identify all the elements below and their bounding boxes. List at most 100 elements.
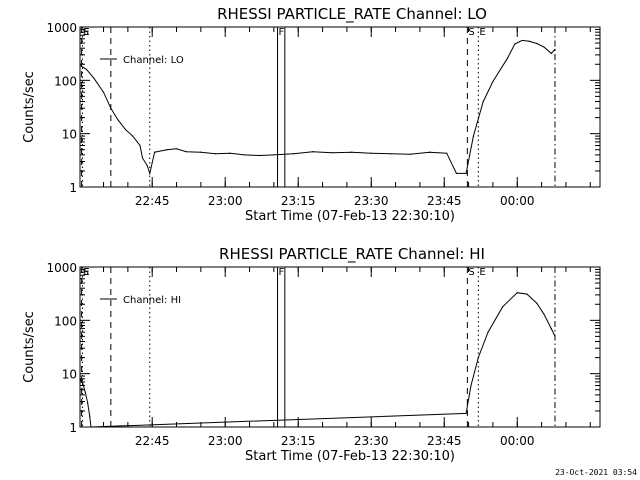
data-point [85, 68, 88, 71]
chart-panel-1: RHESSI PARTICLE_RATE Channel: LO 1 10 100 10… [22, 5, 601, 224]
data-point [514, 43, 516, 45]
data-point [543, 313, 545, 315]
data-point [93, 77, 95, 79]
y-tick-label: 100 [54, 74, 77, 88]
data-point [465, 172, 467, 174]
data-point [429, 151, 431, 153]
data-point [554, 48, 556, 51]
x-tick-label: 23:15 [281, 194, 316, 208]
y-tick-label: 10 [62, 368, 77, 382]
data-point [554, 335, 556, 337]
data-point [273, 154, 275, 156]
series-line [79, 39, 556, 176]
chart-title: RHESSI PARTICLE_RATE Channel: LO [217, 5, 487, 24]
data-point [465, 412, 467, 414]
y-tick-label: 100 [54, 314, 77, 328]
data-point [536, 302, 538, 304]
data-point [141, 157, 144, 159]
data-point [79, 64, 81, 67]
data-point [502, 306, 504, 308]
data-point [244, 154, 246, 156]
data-point [132, 135, 134, 137]
x-tick-label: 23:00 [208, 434, 243, 448]
event-marker-label: E [83, 267, 89, 278]
x-tick-label: 00:00 [500, 434, 535, 448]
data-point [79, 378, 81, 380]
data-point [526, 293, 528, 295]
data-point [550, 52, 552, 54]
data-point [84, 391, 86, 393]
data-point [482, 100, 484, 103]
plot-frame [79, 26, 601, 188]
event-marker-label: F [279, 27, 285, 38]
y-tick-label: 1 [69, 181, 77, 195]
x-tick-label: 22:45 [135, 194, 170, 208]
data-point [446, 152, 448, 154]
y-axis-label: Counts/sec [22, 311, 37, 383]
y-tick-label: 1000 [46, 261, 77, 275]
y-axis-label: Counts/sec [22, 71, 37, 143]
x-tick-label: 23:30 [354, 194, 389, 208]
x-axis-label: Start Time (07-Feb-13 22:30:10) [245, 449, 455, 464]
chart-title: RHESSI PARTICLE_RATE Channel: HI [219, 245, 485, 264]
data-point [492, 80, 494, 83]
data-point [331, 152, 333, 154]
legend-label: Channel: HI [123, 295, 181, 306]
data-point [175, 148, 178, 150]
x-tick-label: 23:15 [281, 434, 316, 448]
data-point [312, 151, 314, 153]
plot-frame [79, 266, 601, 428]
data-point [117, 119, 119, 121]
data-point [409, 153, 411, 155]
data-point [258, 154, 260, 157]
data-point [550, 327, 552, 330]
event-marker-label: S [468, 27, 474, 38]
data-point [110, 107, 112, 109]
data-point [82, 383, 84, 385]
data-point [200, 151, 202, 153]
event-marker-label: S [468, 267, 474, 278]
data-point [455, 172, 458, 174]
data-point [487, 331, 489, 333]
data-point [214, 153, 217, 155]
y-tick-label: 1 [69, 421, 77, 435]
event-marker-label: S [83, 267, 89, 278]
data-point [543, 46, 545, 48]
data-point [292, 153, 294, 155]
data-point [536, 42, 538, 45]
data-point [90, 426, 92, 428]
data-point [154, 151, 156, 153]
event-marker-label: E [83, 27, 89, 38]
x-tick-label: 22:45 [135, 434, 170, 448]
data-point [470, 384, 472, 387]
data-point [87, 402, 89, 404]
data-point [472, 135, 475, 137]
data-point [102, 91, 105, 93]
data-point [370, 152, 372, 154]
x-tick-label: 00:00 [500, 194, 535, 208]
data-point [521, 39, 523, 42]
event-marker-label: S [83, 27, 89, 38]
x-tick-label: 23:00 [208, 194, 243, 208]
y-tick-label: 10 [62, 128, 77, 142]
y-tick-label: 1000 [46, 21, 77, 35]
x-tick-label: 23:45 [427, 434, 462, 448]
data-point [528, 40, 531, 42]
event-marker-label: F [279, 267, 285, 278]
data-point [166, 149, 168, 151]
data-point [477, 357, 479, 359]
data-point [185, 151, 187, 153]
event-marker-label: E [479, 27, 485, 38]
x-tick-label: 23:30 [354, 434, 389, 448]
data-point [229, 152, 231, 154]
data-point [89, 415, 91, 417]
chart-panel-2: RHESSI PARTICLE_RATE Channel: HI 1 10 100 10… [22, 245, 601, 464]
data-point [124, 128, 127, 131]
data-point [351, 151, 353, 153]
data-point [516, 292, 518, 294]
x-tick-label: 23:45 [427, 194, 462, 208]
data-point [390, 153, 392, 155]
data-point [506, 57, 509, 59]
